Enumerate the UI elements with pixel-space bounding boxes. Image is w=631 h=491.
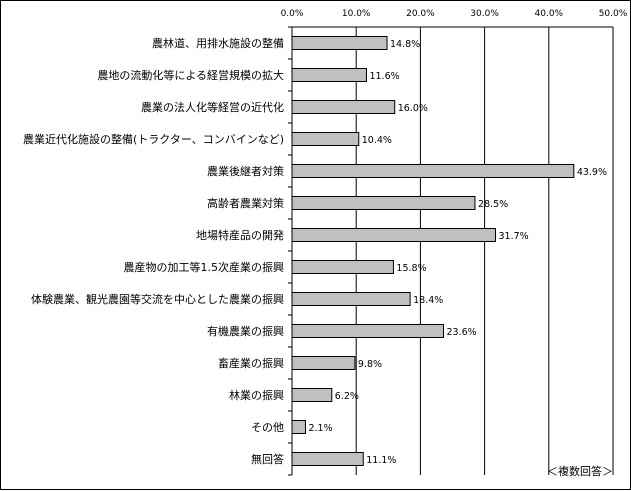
category-label: 地場特産品の開発: [196, 228, 284, 242]
data-label: 11.6%: [369, 71, 399, 82]
data-label: 18.4%: [413, 295, 443, 306]
x-tick-label: 0.0%: [281, 9, 304, 19]
data-label: 14.8%: [390, 39, 420, 50]
data-label: 2.1%: [308, 423, 332, 434]
data-label: 11.1%: [366, 455, 396, 466]
bar: [291, 452, 364, 466]
x-tick-label: 50.0%: [599, 9, 628, 19]
bars: [291, 36, 575, 466]
bar: [291, 68, 367, 82]
data-label: 10.4%: [362, 135, 392, 146]
bar: [291, 324, 445, 338]
category-label: 体験農業、観光農園等交流を中心とした農業の振興: [31, 292, 284, 306]
data-label: 31.7%: [499, 231, 529, 242]
category-label: 高齢者農業対策: [207, 196, 284, 210]
data-label: 15.8%: [396, 263, 426, 274]
bar: [291, 132, 360, 146]
bar: [291, 196, 476, 210]
bar: [291, 420, 306, 434]
category-label: 無回答: [251, 452, 284, 466]
category-label: 農業後継者対策: [207, 164, 284, 178]
bar: [291, 36, 388, 50]
x-tick-label: 30.0%: [470, 9, 499, 19]
value-labels: 14.8% 11.6% 16.0% 10.4% 43.9% 28.5% 31.7% 15.8%…: [308, 39, 607, 466]
category-label: 農地の流動化等による経営規模の拡大: [97, 68, 284, 82]
bar: [291, 388, 333, 402]
bar: [291, 164, 575, 178]
x-tick-label: 20.0%: [406, 9, 435, 19]
category-label: 農業の法人化等経営の近代化: [141, 100, 284, 114]
bar: [291, 292, 411, 306]
bar: [291, 356, 356, 370]
category-label: 農業近代化施設の整備(トラクター、コンバインなど): [23, 132, 284, 146]
x-tick-label: 10.0%: [342, 9, 371, 19]
category-label: 農林道、用排水施設の整備: [152, 36, 284, 50]
data-label: 23.6%: [447, 327, 477, 338]
x-axis-tick-labels: 0.0% 10.0% 20.0% 30.0% 40.0% 50.0%: [281, 9, 628, 19]
data-label: 28.5%: [478, 199, 508, 210]
bar: [291, 228, 497, 242]
data-label: 43.9%: [577, 167, 607, 178]
category-labels: 農林道、用排水施設の整備農地の流動化等による経営規模の拡大農業の法人化等経営の近…: [23, 36, 284, 466]
multiple-answer-note: ＜複数回答＞: [547, 464, 613, 478]
bar: [291, 260, 394, 274]
bar: [291, 100, 396, 114]
category-label: その他: [251, 421, 284, 434]
category-label: 林業の振興: [229, 388, 284, 402]
category-label: 有機農業の振興: [207, 324, 284, 338]
x-tick-label: 40.0%: [535, 9, 564, 19]
gridlines: [288, 26, 614, 476]
category-label: 畜産業の振興: [218, 356, 284, 370]
data-label: 16.0%: [398, 103, 428, 114]
data-label: 6.2%: [335, 391, 359, 402]
category-label: 農産物の加工等1.5次産業の振興: [124, 260, 285, 274]
data-label: 9.8%: [358, 359, 382, 370]
